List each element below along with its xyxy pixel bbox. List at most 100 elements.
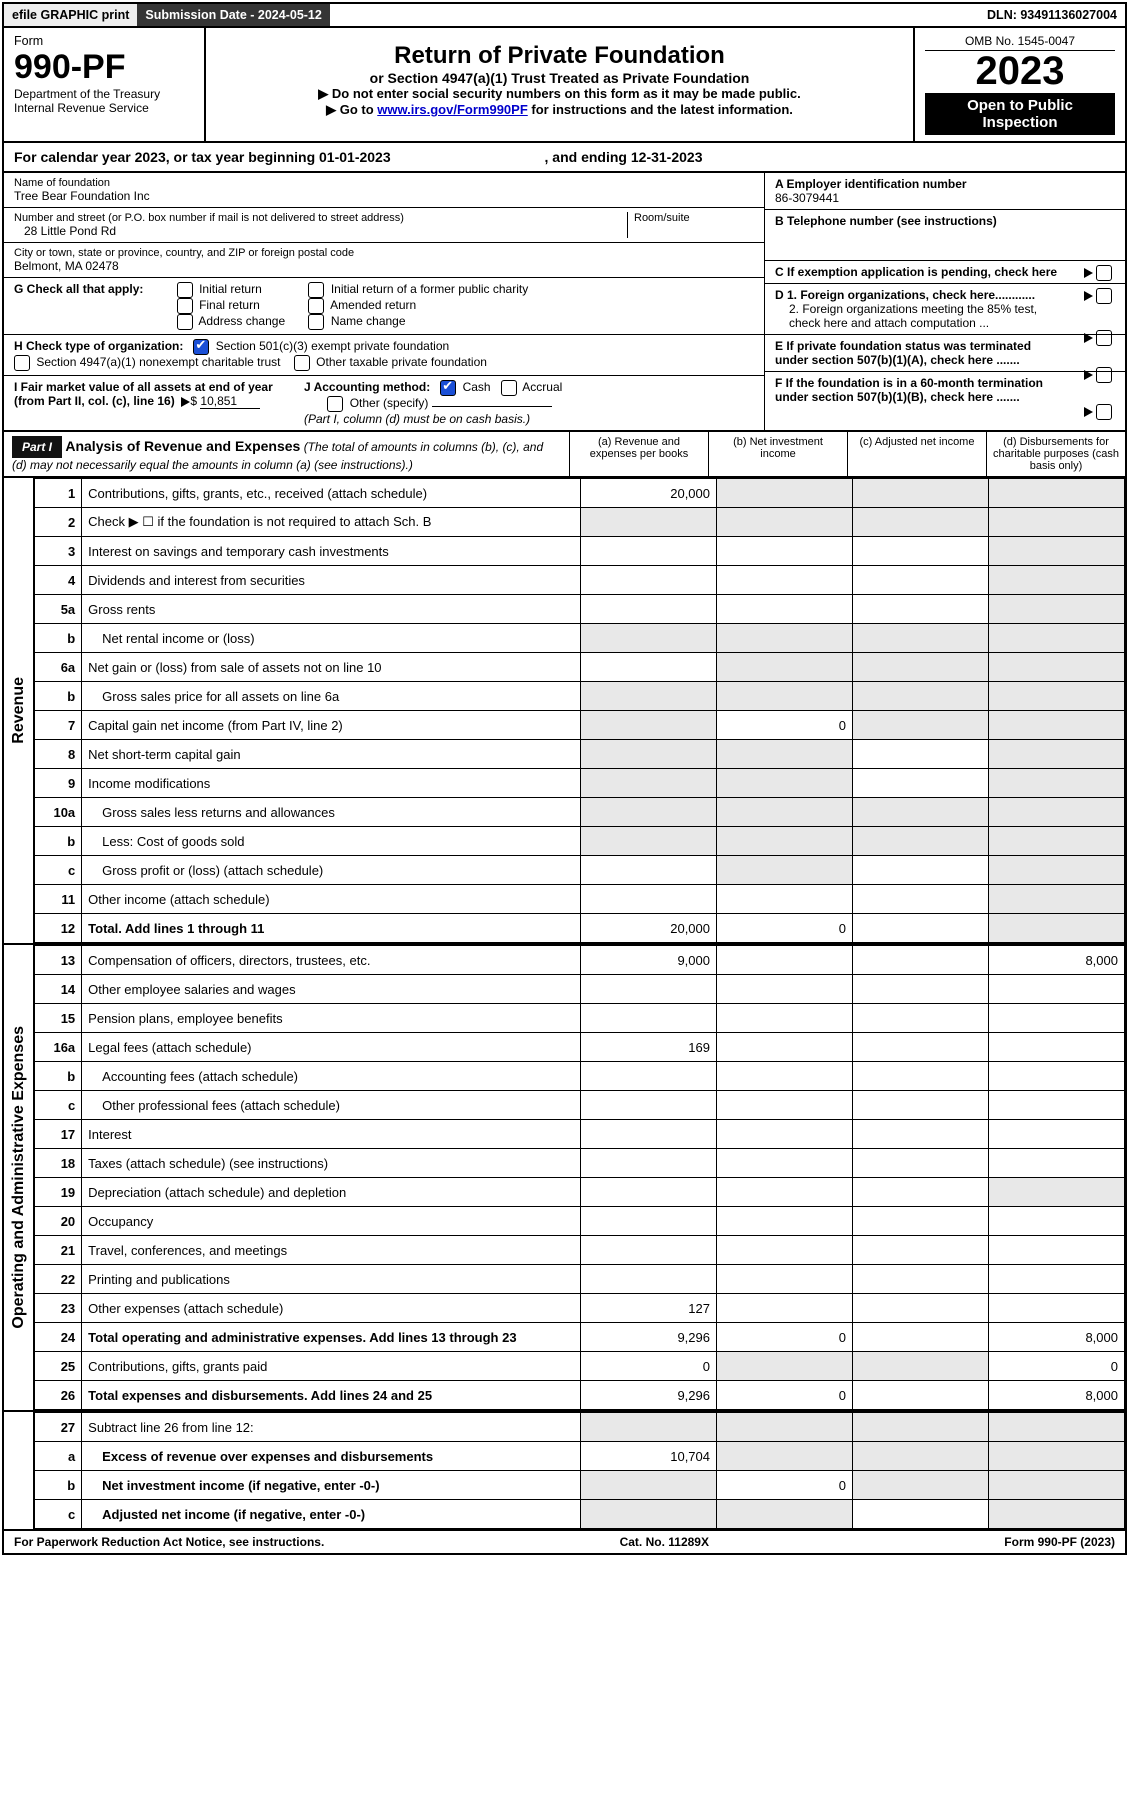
cell-c (853, 1442, 989, 1471)
line-number: 3 (35, 537, 82, 566)
line-number: b (35, 682, 82, 711)
table-row: 1Contributions, gifts, grants, etc., rec… (35, 479, 1124, 508)
cb-d1[interactable] (1096, 288, 1112, 304)
cb-other-taxable[interactable] (294, 355, 310, 371)
cb-other-method[interactable] (327, 396, 343, 412)
line-label: Contributions, gifts, grants paid (82, 1352, 581, 1381)
expense-table-wrap: Operating and Administrative Expenses 13… (4, 943, 1125, 1410)
table-row: cOther professional fees (attach schedul… (35, 1091, 1124, 1120)
cb-cash[interactable] (440, 380, 456, 396)
d1-label: D 1. Foreign organizations, check here..… (775, 288, 1035, 302)
line-label: Interest (82, 1120, 581, 1149)
table-row: 5aGross rents (35, 595, 1124, 624)
line-number: 16a (35, 1033, 82, 1062)
cell-c (853, 1294, 989, 1323)
table-row: bAccounting fees (attach schedule) (35, 1062, 1124, 1091)
phone-label: B Telephone number (see instructions) (775, 214, 997, 228)
efile-print-label[interactable]: efile GRAPHIC print (4, 4, 137, 26)
table-row: 10aGross sales less returns and allowanc… (35, 798, 1124, 827)
cell-a (581, 740, 717, 769)
cb-initial-return[interactable] (177, 282, 193, 298)
cell-b (717, 595, 853, 624)
cb-accrual[interactable] (501, 380, 517, 396)
table-row: 22Printing and publications (35, 1265, 1124, 1294)
j-cash: Cash (463, 380, 491, 394)
h-opt1: Section 501(c)(3) exempt private foundat… (216, 339, 449, 353)
cell-d (989, 566, 1125, 595)
cb-c-pending[interactable] (1096, 265, 1112, 281)
cell-d (989, 1120, 1125, 1149)
cell-b (717, 769, 853, 798)
table-row: aExcess of revenue over expenses and dis… (35, 1442, 1124, 1471)
table-row: 23Other expenses (attach schedule)127 (35, 1294, 1124, 1323)
col-b-header: (b) Net investment income (708, 432, 847, 476)
cell-a: 127 (581, 1294, 717, 1323)
cal-begin: 01-01-2023 (319, 149, 391, 165)
g-label: G Check all that apply: (14, 282, 143, 296)
cb-501c3[interactable] (193, 339, 209, 355)
line-number: 18 (35, 1149, 82, 1178)
cell-a: 9,296 (581, 1381, 717, 1410)
cb-amended-return[interactable] (308, 298, 324, 314)
cal-pre: For calendar year 2023, or tax year begi… (14, 149, 319, 165)
cb-initial-public[interactable] (308, 282, 324, 298)
cell-a (581, 798, 717, 827)
dept-treasury: Department of the Treasury (14, 87, 194, 101)
revenue-vert-text: Revenue (10, 677, 28, 744)
line-number: 17 (35, 1120, 82, 1149)
line27-wrap: 27Subtract line 26 from line 12:aExcess … (4, 1410, 1125, 1529)
table-row: 24Total operating and administrative exp… (35, 1323, 1124, 1352)
cell-b (717, 1265, 853, 1294)
cell-c (853, 537, 989, 566)
cb-f[interactable] (1096, 404, 1112, 420)
g-opt-2: Address change (198, 314, 285, 328)
cb-4947a1[interactable] (14, 355, 30, 371)
cb-final-return[interactable] (177, 298, 193, 314)
line-label: Accounting fees (attach schedule) (82, 1062, 581, 1091)
line-label: Gross sales less returns and allowances (82, 798, 581, 827)
line-number: b (35, 624, 82, 653)
e-label: E If private foundation status was termi… (775, 339, 1065, 367)
line-label: Taxes (attach schedule) (see instruction… (82, 1149, 581, 1178)
submission-date: Submission Date - 2024-05-12 (137, 4, 329, 26)
cb-address-change[interactable] (177, 314, 193, 330)
cell-c (853, 1500, 989, 1529)
cell-d (989, 508, 1125, 537)
j-note: (Part I, column (d) must be on cash basi… (304, 412, 530, 426)
line-label: Total. Add lines 1 through 11 (82, 914, 581, 943)
cell-d (989, 1413, 1125, 1442)
line-label: Net rental income or (loss) (82, 624, 581, 653)
g-opt-3: Initial return of a former public charit… (331, 282, 528, 296)
part1-header: Part I Analysis of Revenue and Expenses … (4, 430, 1125, 478)
g-opt-0: Initial return (199, 282, 262, 296)
g-opt-1: Final return (199, 298, 260, 312)
line-number: b (35, 1062, 82, 1091)
cell-c (853, 508, 989, 537)
line-label: Capital gain net income (from Part IV, l… (82, 711, 581, 740)
table-row: 25Contributions, gifts, grants paid00 (35, 1352, 1124, 1381)
h-box: H Check type of organization: Section 50… (4, 335, 764, 376)
form990pf-link[interactable]: www.irs.gov/Form990PF (377, 102, 528, 117)
city-state-zip: Belmont, MA 02478 (14, 259, 754, 273)
cell-d (989, 1091, 1125, 1120)
cell-a: 9,296 (581, 1323, 717, 1352)
cb-name-change[interactable] (308, 314, 324, 330)
cell-d (989, 1500, 1125, 1529)
cell-c (853, 1033, 989, 1062)
cell-d (989, 856, 1125, 885)
cell-b (717, 566, 853, 595)
cell-a (581, 1265, 717, 1294)
goto-note: ▶ Go to www.irs.gov/Form990PF for instru… (216, 102, 903, 118)
cell-d (989, 711, 1125, 740)
table-row: 7Capital gain net income (from Part IV, … (35, 711, 1124, 740)
line-label: Gross rents (82, 595, 581, 624)
triangle-icon (1084, 291, 1093, 301)
cell-a (581, 508, 717, 537)
line-number: 1 (35, 479, 82, 508)
cell-c (853, 1352, 989, 1381)
line-number: 21 (35, 1236, 82, 1265)
cell-a (581, 885, 717, 914)
cell-a (581, 1207, 717, 1236)
other-specify-line (432, 406, 552, 407)
cell-a (581, 975, 717, 1004)
